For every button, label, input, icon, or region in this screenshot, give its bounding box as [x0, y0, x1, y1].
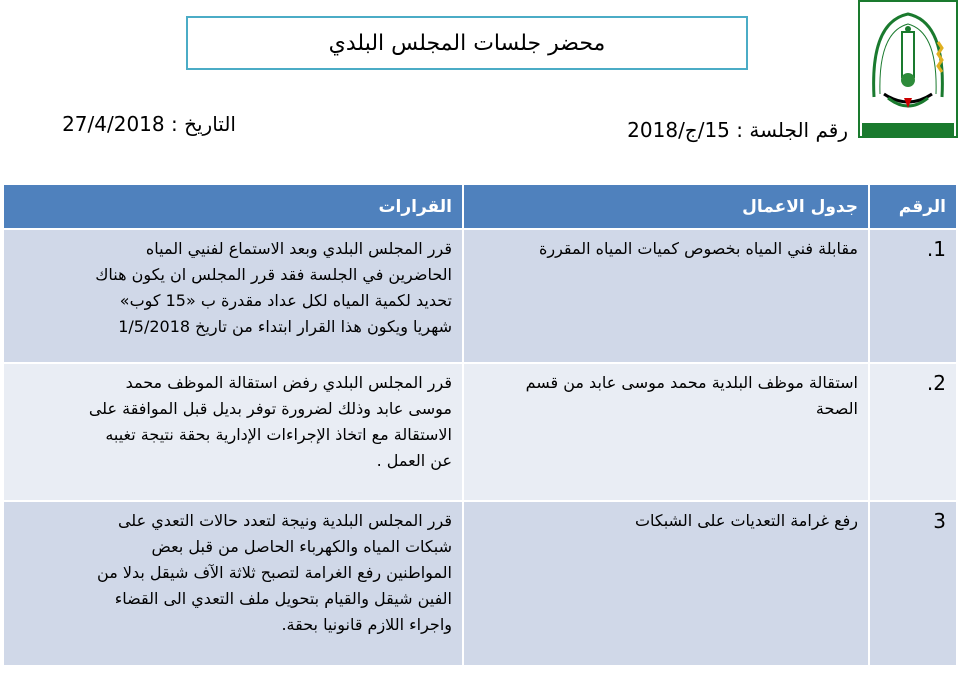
header-number: الرقم: [870, 185, 956, 228]
decision-text-line: الاستقالة مع اتخاذ الإجراءات الإدارية بح…: [105, 425, 452, 444]
table-row: 2. استقالة موظف البلدية محمد موسى عابد من…: [4, 364, 956, 500]
decision-text-line: عن العمل .: [376, 451, 452, 470]
decision-text-line: المواطنين رفع الغرامة لتصبح ثلاثة الآف ش…: [97, 563, 452, 582]
agenda-item: رفع غرامة التعديات على الشبكات: [464, 502, 868, 665]
agenda-item-line: رفع غرامة التعديات على الشبكات: [634, 511, 858, 530]
decision-text-line: شبكات المياه والكهرباء الحاصل من قبل بعض: [151, 537, 452, 556]
table-row: 1. مقابلة فني المياه بخصوص كميات المياه ا…: [4, 230, 956, 362]
row-number: 1.: [870, 230, 956, 362]
decision-text-line: قرر المجلس البلدي رفض استقالة الموظف محم…: [125, 373, 452, 392]
decision-text-line: تحديد لكمية المياه لكل عداد مقدرة ب «15 …: [119, 291, 452, 310]
decision-text-line: قرر المجلس البلدية ونيجة لتعدد حالات الت…: [117, 511, 452, 530]
decision-text-line: الفين شيقل والقيام بتحويل ملف التعدي الى…: [114, 589, 452, 608]
decision-text-line: الحاضرين في الجلسة فقد قرر المجلس ان يكو…: [95, 265, 452, 284]
row-number: 2.: [870, 364, 956, 500]
agenda-item-line: مقابلة فني المياه بخصوص كميات المياه الم…: [538, 239, 858, 258]
decision-text: قرر المجلس البلدي وبعد الاستماع لفنيي ال…: [4, 230, 462, 362]
agenda-item-line: استقالة موظف البلدية محمد موسى عابد من ق…: [525, 373, 858, 392]
agenda-item: استقالة موظف البلدية محمد موسى عابد من ق…: [464, 364, 868, 500]
minutes-table: الرقم جدول الاعمال القرارات 1. مقابلة فني…: [2, 183, 958, 667]
logo-emblem-icon: [862, 12, 954, 136]
decision-text-line: قرر المجلس البلدي وبعد الاستماع لفنيي ال…: [145, 239, 452, 258]
municipality-logo: [858, 0, 958, 138]
decision-text: قرر المجلس البلدية ونيجة لتعدد حالات الت…: [4, 502, 462, 665]
session-number: رقم الجلسة : 15/ج/2018: [627, 118, 848, 142]
table-row: 3 رفع غرامة التعديات على الشبكات قرر المجل…: [4, 502, 956, 665]
decision-text-line: شهريا ويكون هذا القرار ابتداء من تاريخ 1…: [118, 317, 452, 336]
header-agenda: جدول الاعمال: [464, 185, 868, 228]
agenda-item: مقابلة فني المياه بخصوص كميات المياه الم…: [464, 230, 868, 362]
table-header-row: الرقم جدول الاعمال القرارات: [4, 185, 956, 228]
decision-text: قرر المجلس البلدي رفض استقالة الموظف محم…: [4, 364, 462, 500]
row-number: 3: [870, 502, 956, 665]
agenda-item-line: الصحة: [815, 399, 858, 418]
page-title: محضر جلسات المجلس البلدي: [186, 16, 748, 70]
decision-text-line: واجراء اللازم قانونيا بحقة.: [281, 615, 452, 634]
header-decisions: القرارات: [4, 185, 462, 228]
decision-text-line: موسى عابد وذلك لضرورة توفر بديل قبل المو…: [88, 399, 452, 418]
session-date: التاريخ : 27/4/2018: [62, 112, 236, 136]
title-text: محضر جلسات المجلس البلدي: [328, 30, 606, 56]
